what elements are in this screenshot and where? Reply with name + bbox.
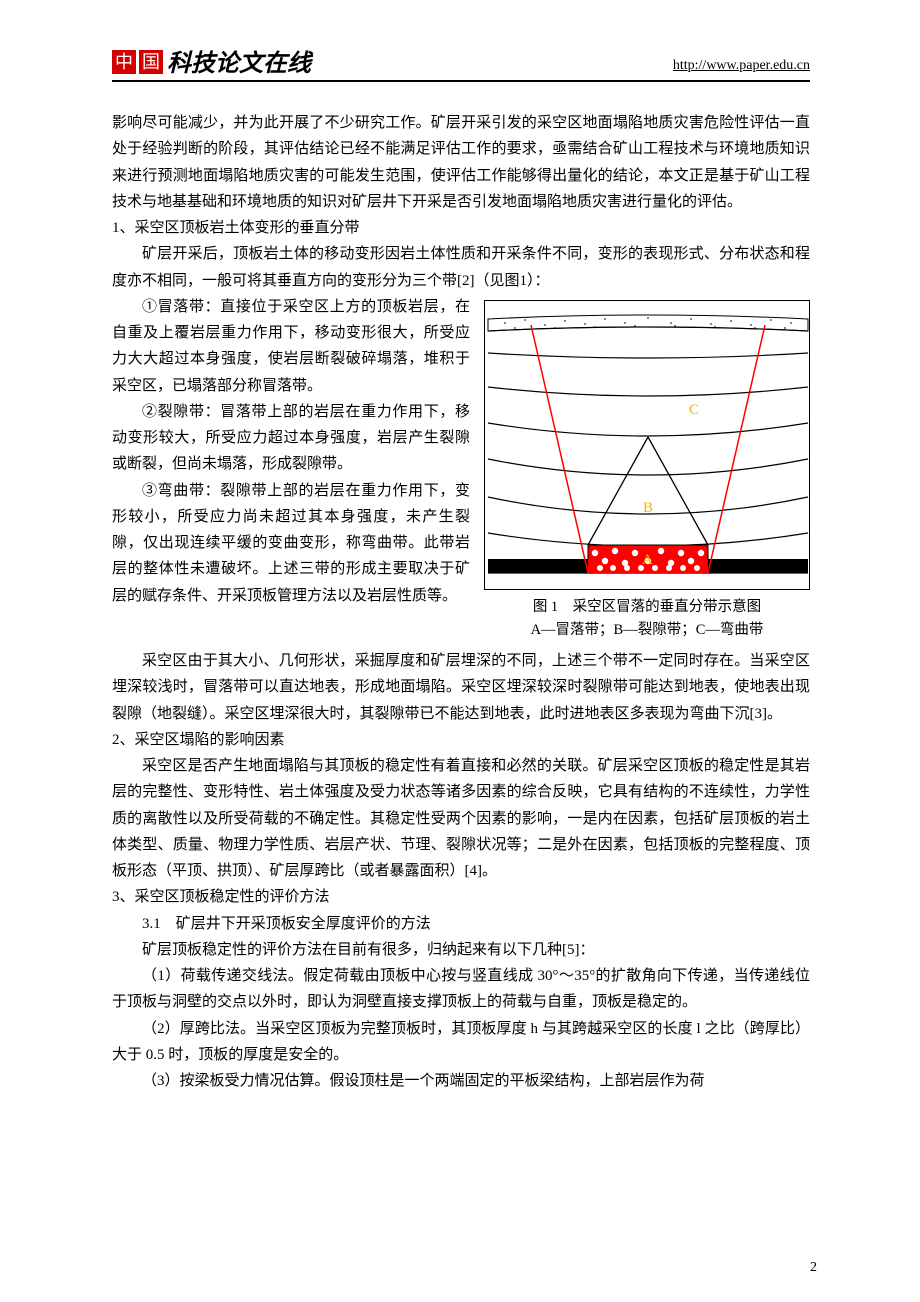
section-2-p1: 采空区是否产生地面塌陷与其顶板的稳定性有着直接和必然的关联。矿层采空区顶板的稳定…: [112, 753, 810, 884]
page-number: 2: [810, 1256, 817, 1281]
section-3-p1: 矿层顶板稳定性的评价方法在目前有很多，归纳起来有以下几种[5]：: [112, 937, 810, 963]
intro-paragraph: 影响尽可能减少，并为此开展了不少研究工作。矿层开采引发的采空区地面塌陷地质灾害危…: [112, 110, 810, 215]
figure-label-b: B: [643, 495, 653, 521]
figure-1-caption: 图 1 采空区冒落的垂直分带示意图 A—冒落带；B—裂隙带；C—弯曲带: [484, 596, 810, 642]
figure-1: C B A 图 1 采空区冒落的垂直分带示意图 A—冒落带；B—裂隙带；C—弯曲…: [484, 300, 810, 642]
section-3-p2: （1）荷载传递交线法。假定荷载由顶板中心按与竖直线成 30°～35°的扩散角向下…: [112, 963, 810, 1016]
logo-text-black: 科技论文在线: [167, 50, 314, 77]
section-1-p1: 矿层开采后，顶板岩土体的移动变形因岩土体性质和开采条件不同，变形的表现形式、分布…: [112, 241, 810, 294]
page-header: 中 国 科技论文在线 http://www.paper.edu.cn: [112, 48, 810, 82]
logo-char-1: 中: [115, 52, 133, 72]
document-body: 影响尽可能减少，并为此开展了不少研究工作。矿层开采引发的采空区地面塌陷地质灾害危…: [112, 110, 810, 1094]
site-logo: 中 国 科技论文在线: [112, 48, 322, 78]
section-3-sub: 3.1 矿层井下开采顶板安全厚度评价的方法: [112, 911, 810, 937]
section-2-heading: 2、采空区塌陷的影响因素: [112, 727, 810, 753]
section-3-heading: 3、采空区顶板稳定性的评价方法: [112, 884, 810, 910]
figure-label-a: A: [642, 547, 653, 573]
section-3-p4: （3）按梁板受力情况估算。假设顶柱是一个两端固定的平板梁结构，上部岩层作为荷: [112, 1068, 810, 1094]
logo-char-2: 国: [142, 52, 160, 72]
section-1-p5: 采空区由于其大小、几何形状，采掘厚度和矿层埋深的不同，上述三个带不一定同时存在。…: [112, 648, 810, 727]
header-url[interactable]: http://www.paper.edu.cn: [673, 54, 810, 79]
section-1-heading: 1、采空区顶板岩土体变形的垂直分带: [112, 215, 810, 241]
figure-label-c: C: [689, 397, 699, 423]
figure-1-diagram: C B A: [484, 300, 810, 590]
section-3-p3: （2）厚跨比法。当采空区顶板为完整顶板时，其顶板厚度 h 与其跨越采空区的长度 …: [112, 1016, 810, 1069]
